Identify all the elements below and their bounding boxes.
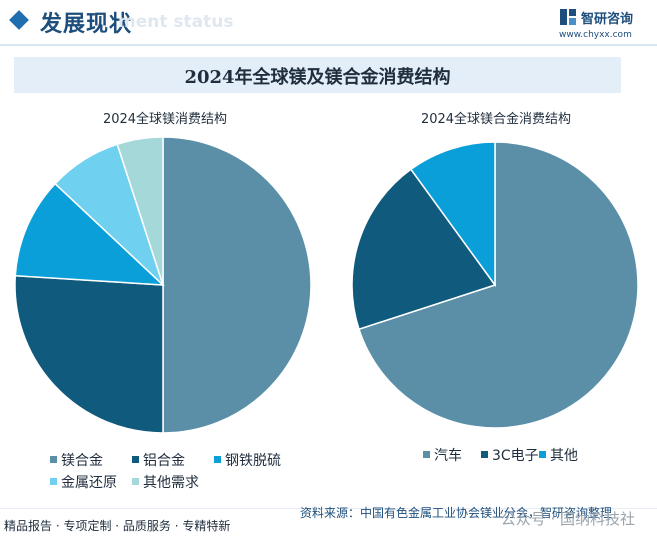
- brand-name: 智研咨询: [581, 12, 634, 27]
- pie-slice-2: [409, 141, 496, 288]
- legend-item: 其他: [539, 445, 578, 465]
- page-title: 发展现状: [40, 12, 133, 37]
- data-source: 资料来源：中国有色金属工业协会镁业分会，智研咨询整理: [300, 506, 613, 520]
- footer-slogan: 精品报告 · 专项定制 · 品质服务 · 专精特新: [4, 519, 231, 533]
- header: 发展现状 ment status 智研咨询 www.chyxx.com: [0, 0, 657, 46]
- legend-item: 其他需求: [132, 472, 199, 492]
- pie-slice-0: [162, 136, 312, 434]
- legend-item: 钢铁脱硫: [214, 450, 281, 470]
- pie-slice-1: [351, 168, 497, 331]
- pie-slice-0: [358, 141, 639, 429]
- watermark: 公众号 · 国纳科技社: [500, 510, 635, 528]
- pie-slice-2: [14, 182, 166, 286]
- legend-item: 3C电子: [481, 445, 539, 465]
- chart-alloy-consumption: 2024全球镁合金消费结构 汽车 3C电子 其他: [335, 100, 657, 500]
- brand: 智研咨询 www.chyxx.com: [559, 6, 639, 42]
- legend-item: 金属还原: [50, 472, 117, 492]
- legend-swatch: [132, 455, 139, 463]
- brand-logo-icon: [560, 9, 576, 25]
- pie-slice-4: [116, 136, 164, 286]
- diamond-icon: [9, 10, 29, 30]
- legend-label: 钢铁脱硫: [225, 453, 281, 469]
- pie-chart-magnesium: [14, 136, 312, 434]
- legend-label: 铝合金: [143, 453, 185, 469]
- legend-swatch: [50, 477, 57, 485]
- legend-swatch: [423, 450, 430, 458]
- legend-swatch: [481, 450, 488, 458]
- legend-label: 其他: [550, 448, 578, 464]
- chart-banner: 2024年全球镁及镁合金消费结构: [14, 57, 621, 93]
- legend-label: 3C电子: [492, 448, 539, 464]
- banner-title: 2024年全球镁及镁合金消费结构: [184, 67, 451, 88]
- pie-chart-alloy: [351, 141, 639, 429]
- legend-label: 其他需求: [143, 475, 199, 491]
- header-ghost-text: ment status: [118, 12, 234, 32]
- legend-item: 汽车: [423, 445, 462, 465]
- chart-title-magnesium: 2024全球镁消费结构: [102, 112, 228, 127]
- legend-swatch: [132, 477, 139, 485]
- pie-slice-1: [14, 274, 164, 434]
- legend-swatch: [539, 450, 546, 458]
- legend-item: 镁合金: [50, 450, 103, 470]
- brand-url: www.chyxx.com: [559, 30, 632, 40]
- legend-item: 铝合金: [132, 450, 185, 470]
- legend-swatch: [50, 455, 57, 463]
- legend-label: 金属还原: [61, 475, 117, 491]
- legend-label: 镁合金: [61, 453, 103, 469]
- chart-magnesium-consumption: 2024全球镁消费结构 镁合金 铝合金 钢铁脱硫金属还原 其他需求: [0, 100, 330, 500]
- footer-divider: [0, 508, 657, 509]
- legend-label: 汽车: [434, 448, 462, 464]
- header-divider: [0, 44, 657, 46]
- legend-swatch: [214, 455, 221, 463]
- chart-title-alloy: 2024全球镁合金消费结构: [420, 112, 572, 127]
